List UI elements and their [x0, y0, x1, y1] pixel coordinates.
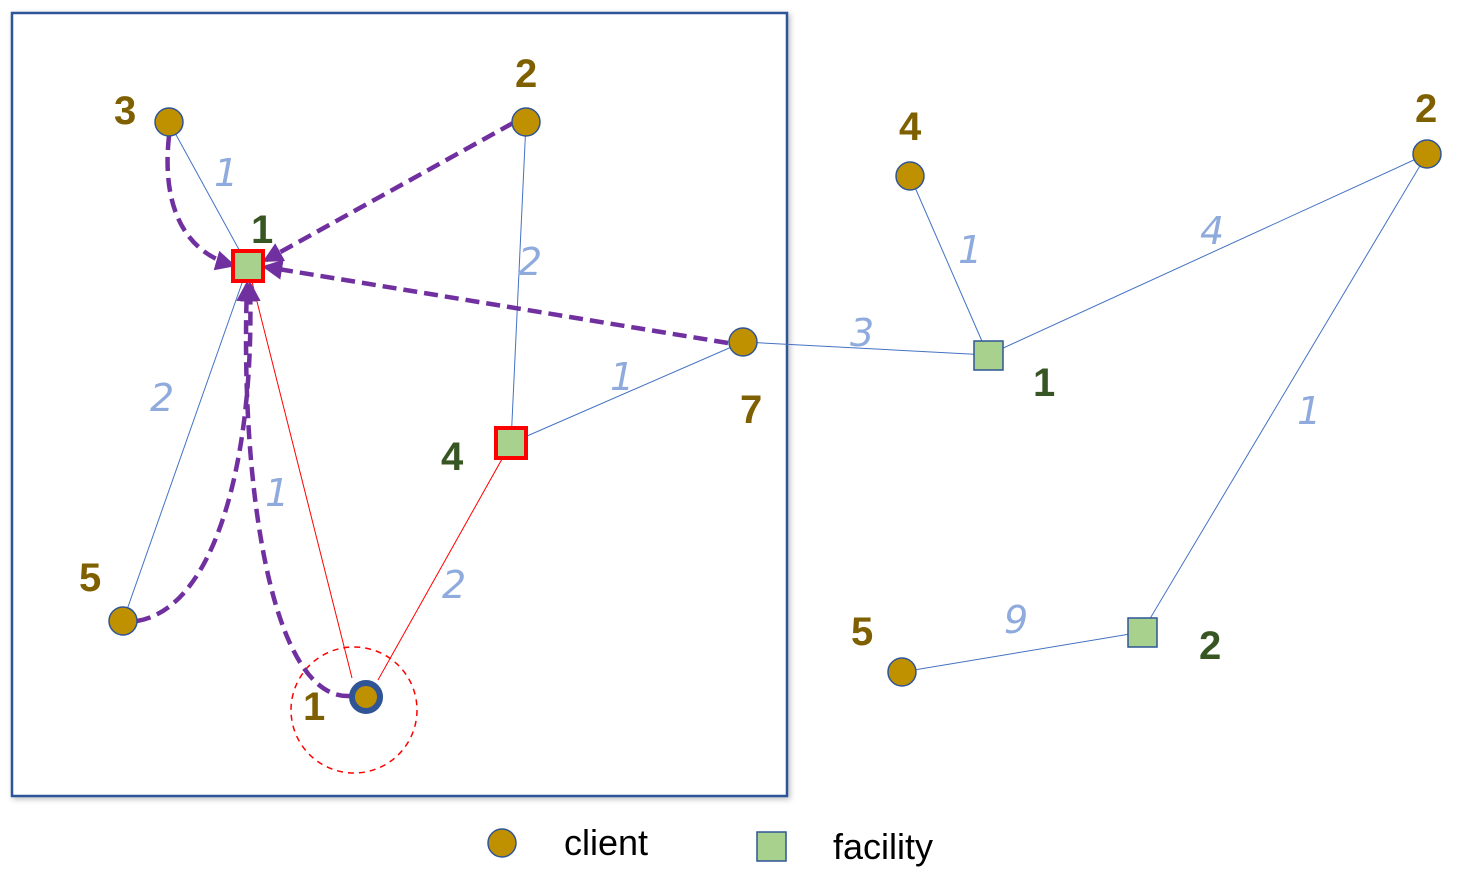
facility-label: 2: [1199, 624, 1221, 668]
weight-label: 1: [265, 471, 289, 515]
assignment-arrows: [136, 121, 729, 699]
client-circle-icon: [1412, 139, 1442, 169]
client-circle-icon: [349, 680, 383, 714]
arrow-c1-to-f1a: [236, 280, 351, 699]
facility-label: 4: [441, 435, 464, 479]
facility-square-icon: [1127, 617, 1158, 648]
client-circle-icon: [887, 657, 917, 687]
client-label: 3: [114, 89, 136, 133]
edge-weights: 1 2 1 2 1 2 3 1 4 1 9: [150, 151, 1321, 642]
client-circle-icon: [487, 828, 517, 858]
legend-client-label: client: [564, 822, 648, 863]
weight-label: 1: [610, 355, 634, 399]
legend: client facility: [487, 822, 933, 867]
client-label: 4: [899, 105, 922, 149]
arrow-c2a-to-f1a: [262, 121, 515, 262]
client-labels: 3 2 5 1 7 4 2 5: [79, 52, 1437, 729]
client-label: 5: [79, 556, 101, 600]
edge-c4-f1b: [909, 175, 989, 356]
clients: [108, 107, 1442, 714]
facility-labels: 1 4 1 2: [251, 208, 1221, 668]
weight-label: 1: [214, 151, 238, 195]
client-circle-icon: [895, 161, 925, 191]
facility-square-icon: [756, 831, 787, 862]
weight-label: 9: [1004, 598, 1028, 642]
edges-blue: [122, 121, 1428, 673]
weight-label: 2: [150, 376, 174, 420]
arrow-c5a-to-f1a: [136, 280, 261, 624]
edge-c7-f1b: [742, 341, 989, 356]
client-label: 7: [740, 388, 762, 432]
edge-c1-f1a: [247, 265, 353, 679]
client-radius-circle: [290, 646, 418, 774]
edge-c1-f4: [377, 442, 512, 681]
weight-label: 2: [518, 240, 542, 284]
weight-label: 4: [1200, 209, 1224, 253]
edges-red: [247, 265, 512, 681]
weight-label: 2: [442, 563, 466, 607]
weight-label: 1: [1297, 389, 1321, 433]
edge-c2a-f4: [510, 121, 527, 444]
facility-square-icon: [973, 340, 1004, 371]
facility-label: 1: [1033, 361, 1055, 405]
client-circle-icon: [511, 107, 541, 137]
arrow-c3-to-f1a: [165, 135, 236, 271]
edge-c2b-f2: [1141, 153, 1428, 633]
edge-c7-f4: [510, 341, 744, 444]
edge-c3-f1a: [168, 121, 249, 267]
edge-c5b-f2: [901, 631, 1143, 673]
legend-facility-label: facility: [833, 826, 933, 867]
weight-label: 3: [850, 311, 874, 355]
edge-c2b-f1b: [987, 153, 1428, 356]
client-circle-icon: [108, 606, 138, 636]
client-label: 1: [303, 685, 325, 729]
facility-square-icon: [231, 249, 265, 283]
client-label: 5: [851, 610, 873, 654]
arrow-c7-to-f1a: [262, 259, 729, 346]
weight-label: 1: [958, 228, 982, 272]
client-circle-icon: [154, 107, 184, 137]
client-label: 2: [515, 52, 537, 96]
client-label: 2: [1415, 87, 1437, 131]
client-circle-icon: [728, 327, 758, 357]
facilities: [231, 249, 1158, 648]
facility-square-icon: [494, 426, 528, 460]
facility-label: 1: [251, 208, 273, 252]
edge-c5a-f1a: [122, 265, 249, 622]
